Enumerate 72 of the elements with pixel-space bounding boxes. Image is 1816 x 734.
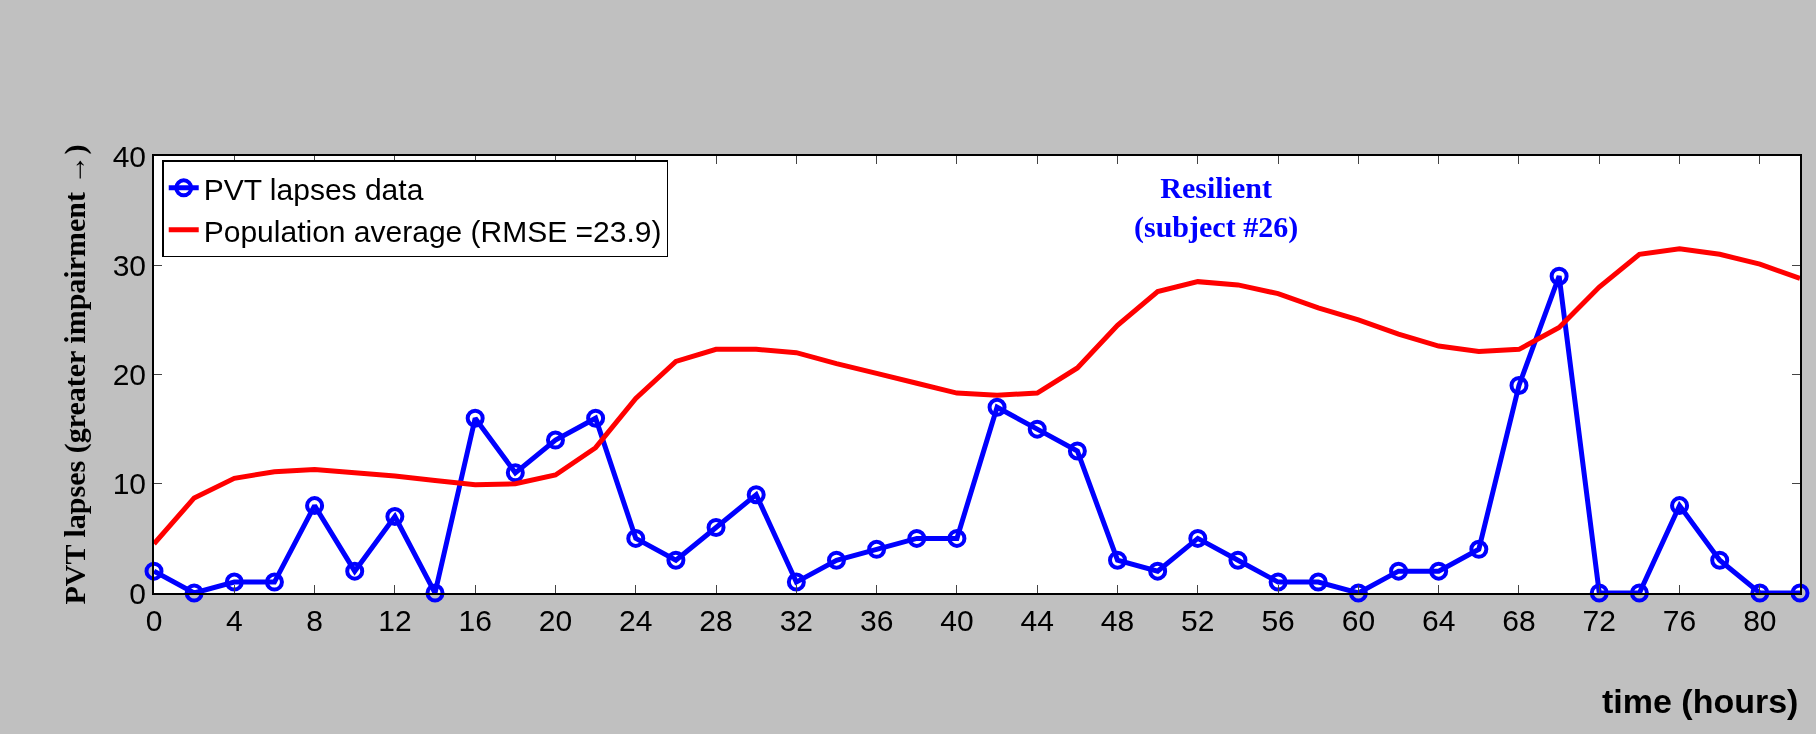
x-tick-label: 48 [1100, 604, 1135, 637]
point [264, 572, 284, 592]
x-tick-label: 44 [1020, 604, 1054, 637]
y-tick-label: 40 [112, 139, 146, 173]
point [626, 528, 646, 548]
point [1188, 528, 1208, 548]
point [545, 430, 565, 450]
point [1670, 496, 1690, 516]
y-tick-label: 10 [112, 467, 146, 501]
point [1429, 561, 1449, 581]
x-tick-label: 8 [306, 604, 323, 637]
point [1268, 572, 1288, 592]
point [706, 517, 726, 537]
y-tick-label: 0 [129, 576, 146, 610]
point [867, 539, 887, 559]
point [1148, 561, 1168, 581]
legend-label: Population average (RMSE =23.9) [203, 214, 662, 248]
x-tick-label: 40 [940, 604, 974, 637]
point [1509, 375, 1529, 395]
point [224, 572, 244, 592]
point [1589, 583, 1609, 603]
point [907, 528, 927, 548]
point [345, 561, 365, 581]
x-axis-title: time (hours) [1602, 682, 1799, 720]
point [1750, 583, 1770, 603]
point [425, 583, 445, 603]
x-tick-label: 20 [538, 604, 573, 637]
point [987, 397, 1007, 417]
x-tick-label: 64 [1421, 604, 1456, 637]
point [1348, 583, 1368, 603]
point [465, 408, 485, 428]
x-tick-label: 24 [619, 604, 653, 637]
point [505, 463, 525, 483]
y-tick-label: 20 [112, 358, 146, 391]
x-tick-label: 68 [1502, 604, 1536, 637]
point [385, 507, 405, 527]
point [144, 561, 164, 581]
x-tick-label: 16 [458, 604, 492, 637]
y-tick-label: 30 [112, 248, 146, 282]
x-tick-label: 36 [859, 604, 894, 637]
point [1629, 583, 1649, 603]
point [1469, 539, 1489, 559]
point [1549, 266, 1569, 286]
point [947, 528, 967, 548]
x-tick-label: 52 [1181, 604, 1215, 637]
point [1389, 561, 1409, 581]
x-tick-label: 56 [1261, 604, 1295, 637]
point [1067, 441, 1087, 461]
x-tick-label: 80 [1743, 604, 1777, 637]
point [666, 550, 686, 570]
point [1710, 550, 1730, 570]
point [1027, 419, 1047, 439]
point [1790, 583, 1810, 603]
point [1228, 550, 1248, 570]
x-tick-label: 28 [699, 604, 733, 637]
x-tick-label: 76 [1662, 604, 1697, 637]
point [1108, 550, 1128, 570]
point [1308, 572, 1328, 592]
point [746, 485, 766, 505]
point [786, 572, 806, 592]
point [586, 408, 606, 428]
annotation: Resilient (subject #26) [1134, 171, 1299, 244]
x-tick-label: 12 [378, 604, 412, 637]
x-tick-label: 60 [1341, 604, 1376, 637]
y-axis-title: PVT lapses (greater impairment →) [58, 144, 93, 605]
x-tick-label: 32 [779, 604, 814, 637]
x-tick-label: 72 [1582, 604, 1616, 637]
x-tick-label: 4 [225, 604, 243, 637]
point [305, 496, 325, 516]
point [184, 583, 204, 603]
point [827, 550, 846, 570]
legend-label: PVT lapses data [203, 172, 424, 206]
